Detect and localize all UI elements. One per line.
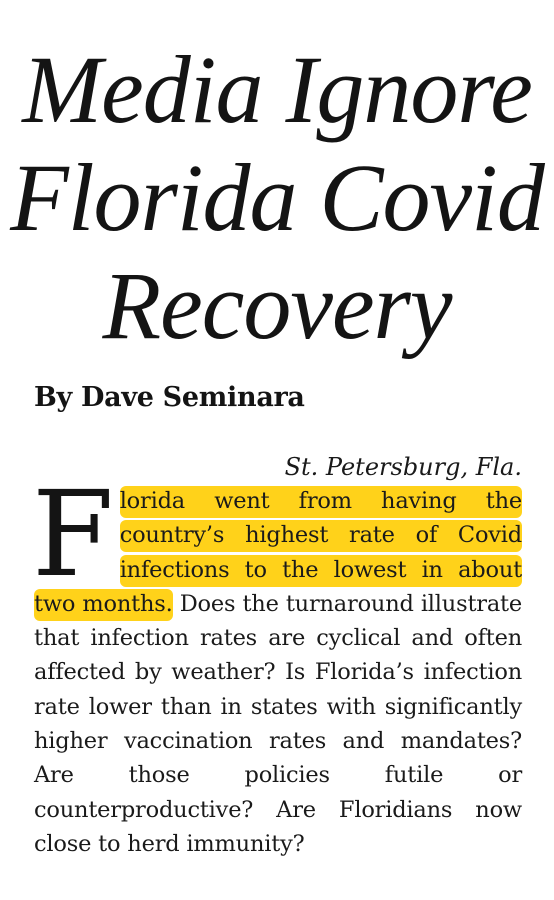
byline: By Dave Seminara bbox=[34, 382, 305, 413]
headline: Media Ignore Florida Covid Recovery bbox=[10, 36, 545, 359]
dateline: St. Petersburg, Fla. bbox=[284, 453, 522, 481]
body-text: Does the turnaround illustrate that infe… bbox=[34, 590, 523, 857]
drop-cap: F bbox=[32, 465, 114, 603]
